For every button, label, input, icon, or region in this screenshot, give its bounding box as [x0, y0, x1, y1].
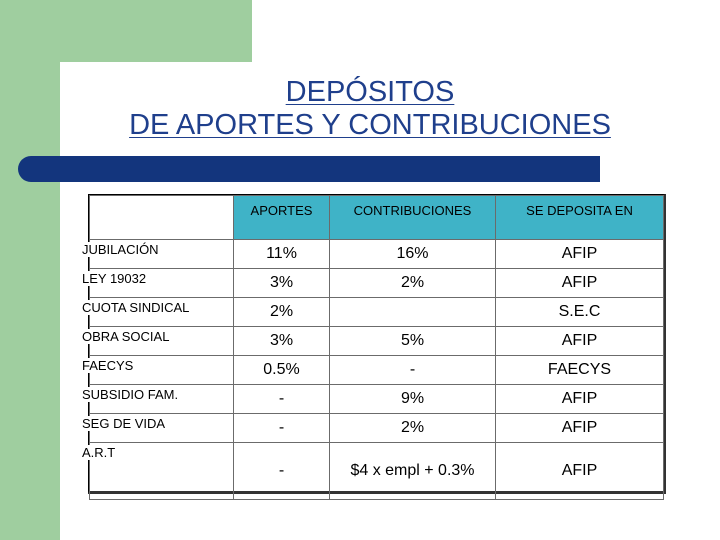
- table-row: SUBSIDIO FAM. - 9% AFIP: [82, 384, 664, 414]
- cell-aportes: 11%: [233, 239, 330, 269]
- green-accent-left: [0, 0, 60, 540]
- row-label: FAECYS: [82, 355, 234, 385]
- cell-aportes: 3%: [233, 326, 330, 356]
- cell-deposita: FAECYS: [495, 355, 664, 385]
- cell-aportes: 2%: [233, 297, 330, 327]
- cell-deposita: AFIP: [495, 413, 664, 443]
- header-deposita: SE DEPOSITA EN: [495, 195, 664, 240]
- row-label-text: SUBSIDIO FAM.: [82, 387, 183, 402]
- cell-deposita: AFIP: [495, 326, 664, 356]
- cell-aportes: -: [233, 442, 330, 500]
- header-contribuciones: CONTRIBUCIONES: [329, 195, 496, 240]
- cell-contribuciones: 2%: [329, 268, 496, 298]
- title-divider-bar: [18, 156, 600, 182]
- row-label: CUOTA SINDICAL: [82, 297, 234, 327]
- cell-contribuciones: -: [329, 355, 496, 385]
- table-row: FAECYS 0.5% - FAECYS: [82, 355, 664, 385]
- table-row: LEY 19032 3% 2% AFIP: [82, 268, 664, 298]
- slide-title: DEPÓSITOS DE APORTES Y CONTRIBUCIONES: [60, 76, 680, 142]
- cell-contribuciones: $4 x empl + 0.3%: [329, 442, 496, 500]
- row-label: OBRA SOCIAL: [82, 326, 234, 356]
- row-label-text: OBRA SOCIAL: [82, 329, 174, 344]
- cell-deposita: AFIP: [495, 239, 664, 269]
- table-row: CUOTA SINDICAL 2% S.E.C: [82, 297, 664, 327]
- row-label-text: JUBILACIÓN: [82, 242, 163, 257]
- row-label: SEG DE VIDA: [82, 413, 234, 443]
- table-row: OBRA SOCIAL 3% 5% AFIP: [82, 326, 664, 356]
- row-label: A.R.T: [82, 442, 234, 500]
- table-row: JUBILACIÓN 11% 16% AFIP: [82, 239, 664, 269]
- row-label: SUBSIDIO FAM.: [82, 384, 234, 414]
- header-aportes: APORTES: [233, 195, 330, 240]
- cell-deposita: AFIP: [495, 442, 664, 500]
- title-line-2: DE APORTES Y CONTRIBUCIONES: [129, 109, 611, 141]
- row-label-text: SEG DE VIDA: [82, 416, 170, 431]
- table-row: A.R.T - $4 x empl + 0.3% AFIP: [82, 442, 664, 500]
- cell-aportes: 0.5%: [233, 355, 330, 385]
- row-label-text: CUOTA SINDICAL: [82, 300, 194, 315]
- cell-contribuciones: [329, 297, 496, 327]
- cell-deposita: S.E.C: [495, 297, 664, 327]
- cell-aportes: 3%: [233, 268, 330, 298]
- row-label-text: FAECYS: [82, 358, 138, 373]
- cell-aportes: -: [233, 384, 330, 414]
- cell-deposita: AFIP: [495, 268, 664, 298]
- row-label-text: LEY 19032: [82, 271, 151, 286]
- row-label-text: A.R.T: [82, 445, 120, 460]
- cell-contribuciones: 5%: [329, 326, 496, 356]
- title-line-1: DEPÓSITOS: [285, 76, 455, 108]
- table-header-row: APORTES CONTRIBUCIONES SE DEPOSITA EN: [89, 195, 664, 240]
- contributions-table: APORTES CONTRIBUCIONES SE DEPOSITA EN JU…: [82, 194, 666, 500]
- row-label: LEY 19032: [82, 268, 234, 298]
- header-corner: [89, 195, 234, 240]
- cell-contribuciones: 9%: [329, 384, 496, 414]
- cell-aportes: -: [233, 413, 330, 443]
- table-row: SEG DE VIDA - 2% AFIP: [82, 413, 664, 443]
- cell-contribuciones: 2%: [329, 413, 496, 443]
- cell-deposita: AFIP: [495, 384, 664, 414]
- row-label: JUBILACIÓN: [82, 239, 234, 269]
- cell-contribuciones: 16%: [329, 239, 496, 269]
